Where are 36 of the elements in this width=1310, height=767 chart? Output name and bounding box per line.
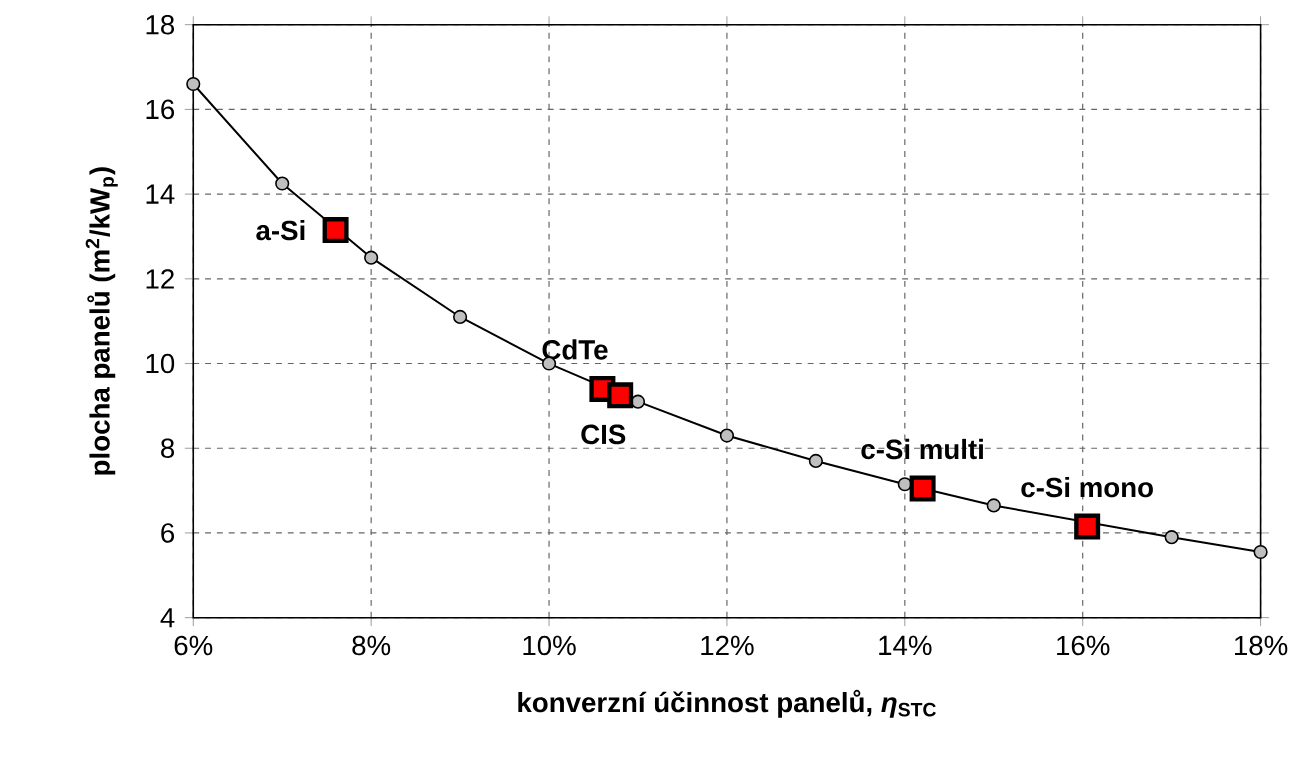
x-tick-label: 8% bbox=[352, 635, 391, 656]
annotation: a-Si bbox=[256, 220, 305, 241]
annotation: CdTe bbox=[542, 339, 608, 360]
point bbox=[909, 475, 936, 502]
point bbox=[364, 250, 379, 265]
annotation: c-Si mono bbox=[1021, 477, 1153, 498]
point bbox=[986, 498, 1001, 513]
point bbox=[607, 382, 634, 409]
y-tick-label: 12 bbox=[146, 269, 174, 289]
point bbox=[322, 217, 349, 244]
point bbox=[453, 309, 468, 325]
annotation: c-Si multi bbox=[861, 438, 983, 460]
point bbox=[808, 453, 823, 469]
y-tick-label: 18 bbox=[146, 14, 175, 35]
x-tick-label: 6% bbox=[174, 635, 213, 656]
x-tick-label: 18% bbox=[1235, 635, 1288, 656]
x-tick-label: 10% bbox=[523, 635, 576, 656]
x-tick-label: 12% bbox=[701, 635, 754, 656]
y-tick-label: 14 bbox=[146, 184, 175, 204]
point bbox=[1164, 530, 1179, 545]
annotation: CIS bbox=[581, 424, 626, 445]
y-tick-label: 4 bbox=[160, 608, 175, 628]
point bbox=[275, 176, 290, 191]
y-tick-label: 16 bbox=[146, 99, 175, 120]
y-axis-title: plocha panelů (m$^{2}$/kW$_{p}$) bbox=[85, 167, 118, 475]
x-axis-title: konverzní účinnost panelů, η$_{STC}$ bbox=[518, 689, 936, 718]
point bbox=[1074, 513, 1101, 540]
y-tick-label: 6 bbox=[161, 523, 175, 543]
point bbox=[897, 477, 912, 492]
x-tick-label: 14% bbox=[879, 635, 932, 656]
point bbox=[719, 428, 735, 443]
y-tick-label: 10 bbox=[146, 353, 175, 374]
x-tick-label: 16% bbox=[1057, 635, 1110, 656]
point bbox=[1253, 544, 1268, 560]
y-tick-label: 8 bbox=[161, 438, 175, 459]
point bbox=[186, 76, 201, 92]
